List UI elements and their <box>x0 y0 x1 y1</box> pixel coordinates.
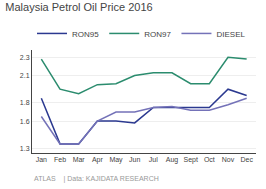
svg-text:1.6: 1.6 <box>20 118 30 125</box>
svg-text:Sept: Sept <box>183 156 197 164</box>
svg-text:Jan: Jan <box>36 156 47 163</box>
svg-text:Feb: Feb <box>54 156 66 163</box>
svg-text:Apr: Apr <box>92 156 104 164</box>
svg-text:ATLAS | Data: KAJIDATA RESE: ATLAS | Data: KAJIDATA RESEARCH <box>34 175 159 183</box>
svg-text:DIESEL: DIESEL <box>216 30 245 39</box>
svg-text:RON97: RON97 <box>144 30 171 39</box>
svg-text:1.8: 1.8 <box>20 99 30 106</box>
svg-text:Dec: Dec <box>240 156 253 163</box>
svg-text:2.1: 2.1 <box>20 72 30 79</box>
svg-text:Aug: Aug <box>166 156 179 164</box>
svg-text:1.3: 1.3 <box>20 145 30 152</box>
svg-text:Oct: Oct <box>204 156 215 163</box>
svg-text:Jul: Jul <box>149 156 158 163</box>
svg-text:Mar: Mar <box>73 156 86 163</box>
svg-text:2.3: 2.3 <box>20 54 30 61</box>
svg-text:May: May <box>109 156 123 164</box>
svg-text:Nov: Nov <box>222 156 235 163</box>
svg-text:RON95: RON95 <box>72 30 99 39</box>
svg-text:Malaysia Petrol Oil Price 2016: Malaysia Petrol Oil Price 2016 <box>5 1 152 13</box>
svg-text:Jun: Jun <box>129 156 140 163</box>
